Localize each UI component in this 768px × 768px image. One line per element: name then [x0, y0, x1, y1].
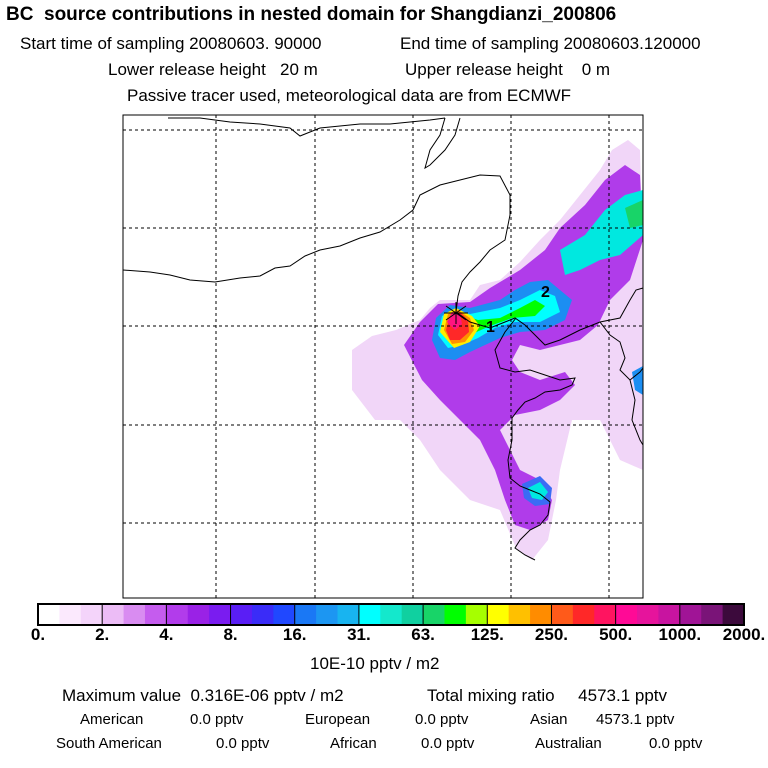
colorbar-cell [637, 604, 660, 625]
colorbar-tick-label: 31. [347, 625, 371, 644]
south-american-label: South American [56, 735, 162, 752]
colorbar-tick-label: 4. [159, 625, 174, 644]
colorbar-cell [380, 604, 403, 625]
colorbar-cell [294, 604, 317, 625]
asian-value: 4573.1 pptv [596, 711, 675, 728]
plume-south-cyan [528, 482, 548, 500]
colorbar-cell [358, 604, 381, 625]
lower-release-height-label: Lower release height 20 m [108, 60, 318, 79]
colorbar-cell [80, 604, 103, 625]
site-marker-1: 1 [486, 319, 495, 336]
colorbar-cell [123, 604, 146, 625]
coastlines [122, 117, 644, 561]
colorbar-cell [465, 604, 488, 625]
colorbar-tick-label: 2. [95, 625, 110, 644]
map-frame [122, 114, 644, 599]
colorbar-cell [551, 604, 574, 625]
colorbar-cell [722, 604, 745, 625]
european-value: 0.0 pptv [415, 711, 469, 728]
colorbar-tick-label: 2000. [722, 625, 766, 644]
site-marker-2: 2 [541, 284, 550, 301]
total-mixing-ratio: Total mixing ratio 4573.1 pptv [427, 686, 668, 705]
african-value: 0.0 pptv [421, 735, 475, 752]
colorbar-cell [658, 604, 681, 625]
american-label: American [80, 711, 144, 728]
colorbar-cell [615, 604, 638, 625]
colorbar-tick-label: 0. [30, 625, 46, 644]
colorbar-cell [316, 604, 339, 625]
colorbar-tick-label: 63. [411, 625, 435, 644]
colorbar-cell [187, 604, 210, 625]
colorbar-cell [594, 604, 617, 625]
asian-label: Asian [530, 711, 568, 728]
african-label: African [330, 735, 377, 752]
colorbar-tick-label: 1000. [658, 625, 702, 644]
colorbar-cell [444, 604, 467, 625]
colorbar-frame [37, 603, 745, 626]
colorbar-cell [166, 604, 189, 625]
plume-green-patch [625, 200, 643, 228]
colorbar-cell [59, 604, 82, 625]
colorbar-tick-label: 8. [223, 625, 238, 644]
colorbar-cell [273, 604, 296, 625]
colorbar-cell [251, 604, 274, 625]
colorbar-cell [102, 604, 125, 625]
australian-label: Australian [535, 735, 602, 752]
colorbar-cell [530, 604, 553, 625]
plume-east-patch [632, 366, 643, 395]
colorbar-units: 10E-10 pptv / m2 [310, 654, 440, 673]
australian-value: 0.0 pptv [649, 735, 703, 752]
colorbar-cell [679, 604, 702, 625]
american-value: 0.0 pptv [190, 711, 244, 728]
colorbar-cell [38, 604, 60, 625]
south-american-value: 0.0 pptv [216, 735, 270, 752]
colorbar-tick-label: 500. [599, 625, 633, 644]
colorbar-cell [401, 604, 424, 625]
plume-cyan-east [560, 190, 643, 275]
colorbar-tick-label: 16. [282, 625, 307, 644]
colorbar-cell [423, 604, 446, 625]
tracer-note: Passive tracer used, meteorological data… [127, 86, 572, 105]
colorbar-cell [508, 604, 531, 625]
colorbar-cell [209, 604, 232, 625]
plume-field [352, 140, 643, 560]
colorbar-tick-label: 125. [470, 625, 504, 644]
colorbar-cell [701, 604, 724, 625]
start-time-label: Start time of sampling 20080603. 90000 [20, 34, 322, 53]
colorbar-cell [144, 604, 167, 625]
end-time-label: End time of sampling 20080603.120000 [400, 34, 701, 53]
chart-title: BC source contributions in nested domain… [6, 4, 617, 25]
receptor-marker [444, 302, 468, 324]
colorbar-cell [572, 604, 595, 625]
upper-release-height-label: Upper release height 0 m [405, 60, 611, 79]
maximum-value: Maximum value 0.316E-06 pptv / m2 [62, 686, 344, 705]
colorbar-cell [487, 604, 510, 625]
colorbar-cell [337, 604, 360, 625]
map-gridlines [123, 115, 643, 598]
colorbar-tick-label: 250. [534, 625, 568, 644]
colorbar-cell [230, 604, 253, 625]
european-label: European [305, 711, 371, 728]
